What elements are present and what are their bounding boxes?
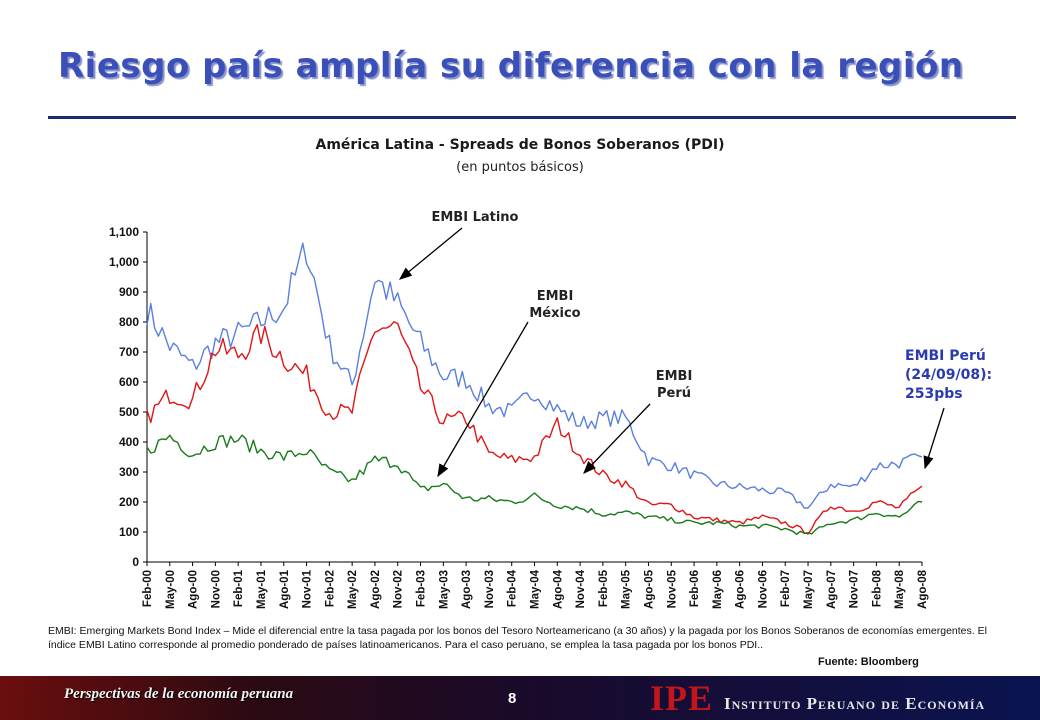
x-tick-label: Ago-02 bbox=[370, 570, 382, 609]
institute-name: Instituto Peruano de Economía bbox=[724, 694, 986, 713]
callout-embi-peru-latest: EMBI Perú (24/09/08): 253pbs bbox=[905, 348, 993, 402]
x-tick-label: Nov-02 bbox=[393, 570, 405, 608]
x-tick-label: Feb-01 bbox=[233, 569, 245, 607]
x-tick-label: Ago-07 bbox=[826, 570, 838, 609]
callout-embi-latino: EMBI Latino bbox=[431, 210, 519, 225]
x-tick-label: May-07 bbox=[803, 570, 815, 609]
arrow-embi-peru bbox=[583, 403, 651, 474]
slide-title: Riesgo país amplía su diferencia con la … bbox=[58, 46, 964, 86]
chart-footnote: EMBI: Emerging Markets Bond Index – Mide… bbox=[48, 625, 987, 651]
x-tick-label: Ago-06 bbox=[735, 570, 747, 609]
footer-presentation-title: Perspectivas de la economía peruana bbox=[64, 686, 294, 702]
title-divider bbox=[48, 116, 1016, 119]
ipe-logo: IPE bbox=[650, 678, 714, 718]
y-tick-label: 1,100 bbox=[109, 225, 139, 239]
series-line-embi-peru bbox=[146, 321, 923, 535]
footer-bar bbox=[0, 676, 1040, 720]
x-tick-label: Feb-05 bbox=[598, 569, 610, 607]
series-line-embi-latino bbox=[146, 242, 923, 509]
x-tick-label: Nov-03 bbox=[484, 570, 496, 608]
x-tick-label: Ago-00 bbox=[188, 570, 200, 609]
x-tick-label: Feb-02 bbox=[324, 570, 336, 607]
x-tick-label: Ago-05 bbox=[643, 569, 655, 609]
y-tick-label: 400 bbox=[119, 435, 139, 449]
x-tick-label: May-00 bbox=[165, 570, 177, 609]
x-tick-label: Feb-00 bbox=[142, 570, 154, 607]
x-tick-label: Feb-03 bbox=[416, 570, 428, 607]
x-tick-label: May-01 bbox=[256, 569, 268, 609]
page-number: 8 bbox=[508, 690, 517, 707]
x-tick-label: Nov-00 bbox=[210, 570, 222, 608]
x-tick-label: Ago-01 bbox=[279, 569, 291, 609]
x-tick-label: Ago-03 bbox=[461, 570, 473, 609]
x-tick-label: Nov-07 bbox=[849, 570, 861, 608]
callout-embi-peru: EMBI Perú bbox=[655, 369, 693, 401]
callout-embi-mexico: EMBI México bbox=[529, 289, 581, 321]
x-tick-label: May-03 bbox=[438, 570, 450, 609]
y-tick-label: 500 bbox=[119, 405, 139, 419]
x-tick-label: May-05 bbox=[621, 569, 633, 609]
y-tick-label: 100 bbox=[119, 525, 139, 539]
x-tick-label: Nov-04 bbox=[575, 569, 587, 608]
x-tick-label: Nov-01 bbox=[302, 569, 314, 608]
x-tick-label: Feb-07 bbox=[780, 570, 792, 607]
x-tick-label: Feb-06 bbox=[689, 570, 701, 607]
x-tick-label: May-06 bbox=[712, 570, 724, 609]
chart-source: Fuente: Bloomberg bbox=[818, 656, 919, 668]
chart-title: América Latina - Spreads de Bonos Sobera… bbox=[315, 137, 725, 153]
x-tick-label: Nov-05 bbox=[666, 569, 678, 608]
spreads-line-chart: 0 100 200 300 400 500 600 700 800 900 1,000 1,100 Fe… bbox=[109, 225, 945, 609]
y-tick-label: 200 bbox=[119, 495, 139, 509]
x-tick-label: May-02 bbox=[347, 570, 359, 609]
x-tick-label: Feb-08 bbox=[871, 569, 883, 607]
x-tick-label: Nov-06 bbox=[757, 570, 769, 608]
y-tick-label: 0 bbox=[132, 555, 139, 569]
x-tick-label: May-04 bbox=[530, 569, 542, 609]
x-tick-label: Feb-04 bbox=[507, 569, 519, 607]
x-tick-label: Ago-08 bbox=[917, 569, 929, 609]
y-tick-label: 600 bbox=[119, 375, 139, 389]
series-line-embi-mexico bbox=[146, 434, 923, 535]
arrow-embi-latino bbox=[398, 227, 463, 280]
y-tick-label: 800 bbox=[119, 315, 139, 329]
x-tick-label: May-08 bbox=[894, 569, 906, 609]
y-tick-label: 700 bbox=[119, 345, 139, 359]
y-tick-label: 900 bbox=[119, 285, 139, 299]
x-tick-label: Ago-04 bbox=[552, 569, 564, 609]
arrow-embi-mexico bbox=[437, 321, 529, 478]
chart-subtitle: (en puntos básicos) bbox=[456, 160, 584, 175]
arrow-embi-peru-latest bbox=[923, 407, 945, 470]
y-tick-label: 1,000 bbox=[109, 255, 139, 269]
y-tick-label: 300 bbox=[119, 465, 139, 479]
